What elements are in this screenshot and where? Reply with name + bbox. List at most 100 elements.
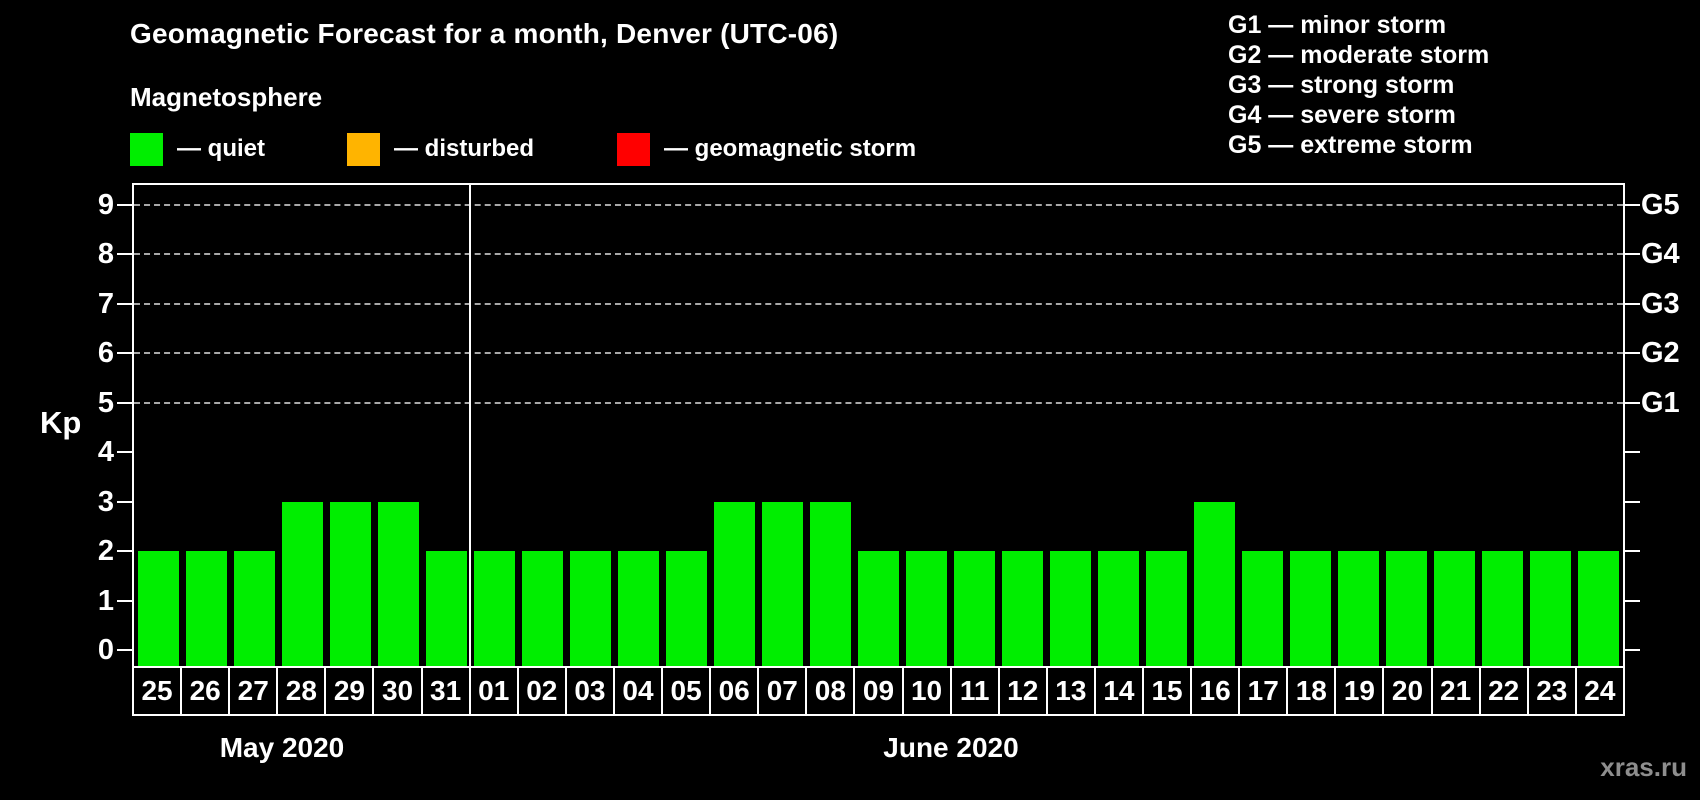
day-axis: 25 26 27 28 29 30 31 01 02 03 04 05 06 07 08 09 10 11 12 13… (132, 666, 1625, 716)
bar-slot-day-12 (999, 185, 1047, 666)
bar-slot-day-01 (470, 185, 518, 666)
y-axis-tick-right-2 (1625, 550, 1640, 553)
kp-bar-day-20 (1386, 551, 1428, 666)
day-label-14: 14 (1096, 668, 1144, 714)
day-label-22: 22 (1481, 668, 1529, 714)
bar-slot-day-22 (1479, 185, 1527, 666)
bar-slot-day-27 (230, 185, 278, 666)
day-label-23: 23 (1529, 668, 1577, 714)
gridline-kp6 (134, 352, 1623, 355)
bar-slot-day-18 (1287, 185, 1335, 666)
storm-scale-legend: G1 — minor storm G2 — moderate storm G3 … (1228, 10, 1489, 160)
day-label-31: 31 (423, 668, 471, 714)
y-axis-title-kp: Kp (40, 405, 82, 440)
gridline-kp7 (134, 302, 1623, 305)
bar-slot-day-21 (1431, 185, 1479, 666)
month-separator (469, 185, 472, 666)
day-label-03: 03 (567, 668, 615, 714)
day-label-24: 24 (1584, 675, 1616, 706)
bar-slot-day-02 (518, 185, 566, 666)
y-axis-label-5: 5 (97, 386, 114, 419)
day-label-02: 02 (519, 668, 567, 714)
bar-slot-day-14 (1095, 185, 1143, 666)
storm-scale-g2: G2 — moderate storm (1228, 41, 1490, 69)
kp-bar-day-27 (233, 551, 275, 666)
bar-slot-day-26 (182, 185, 230, 666)
geomagnetic-storm-color-swatch (617, 132, 650, 166)
bar-slot-day-17 (1239, 185, 1287, 666)
kp-bar-day-02 (521, 551, 563, 666)
bar-slot-day-08 (806, 185, 854, 666)
bar-slot-day-11 (951, 185, 999, 666)
watermark-xras-ru: xras.ru (1600, 752, 1687, 782)
kp-bar-day-15 (1146, 551, 1188, 666)
y-axis-tick-left-9 (117, 204, 132, 206)
day-label-18: 18 (1288, 668, 1337, 714)
day-label-17: 17 (1240, 668, 1289, 714)
month-label-june: June 2020 (883, 732, 1019, 763)
y-axis-tick-right-3 (1625, 500, 1640, 503)
y-axis-tick-left-1 (117, 599, 132, 602)
bar-slot-day-25 (134, 185, 182, 666)
kp-bar-day-22 (1482, 551, 1524, 666)
kp-bar-day-14 (1098, 551, 1140, 666)
kp-bar-day-29 (329, 501, 371, 666)
y-axis-label-0: 0 (97, 634, 114, 666)
kp-bar-day-24 (1578, 551, 1620, 666)
y-axis-tick-right-1 (1625, 599, 1640, 602)
kp-bar-day-25 (137, 551, 179, 666)
right-axis-label-g1: G1 (1641, 386, 1680, 419)
kp-bar-day-21 (1434, 551, 1476, 666)
kp-bar-day-04 (617, 551, 659, 666)
storm-scale-g3: G3 — strong storm (1228, 71, 1455, 99)
legend-label: — disturbed (394, 135, 535, 162)
legend-item-geomagnetic-storm: — geomagnetic storm (617, 131, 916, 167)
kp-bar-day-12 (1002, 551, 1044, 666)
right-axis-label-g3: G3 (1641, 287, 1680, 320)
kp-bar-day-11 (954, 551, 996, 666)
day-label-04: 04 (615, 668, 664, 714)
y-axis-tick-right-6 (1625, 352, 1640, 355)
gridline-kp8 (134, 253, 1623, 256)
day-label-07: 07 (759, 668, 808, 714)
y-axis-tick-right-7 (1625, 302, 1640, 305)
y-axis-tick-left-5 (117, 401, 132, 404)
bar-slot-day-30 (374, 185, 422, 666)
day-label-30: 30 (374, 668, 423, 714)
day-label-09: 09 (855, 668, 904, 714)
y-axis-tick-right-0 (1625, 649, 1640, 651)
day-label-15: 15 (1144, 668, 1193, 714)
kp-bar-day-28 (281, 501, 323, 666)
bar-slot-day-06 (710, 185, 758, 666)
day-label-13: 13 (1048, 668, 1096, 714)
kp-bar-day-06 (713, 501, 755, 666)
day-label-21: 21 (1433, 668, 1481, 714)
bar-slot-day-04 (614, 185, 662, 666)
kp-bar-day-19 (1338, 551, 1380, 666)
bar-slot-day-15 (1143, 185, 1191, 666)
bars-container (134, 185, 1623, 666)
bar-slot-day-03 (566, 185, 614, 666)
storm-scale-g4: G4 — severe storm (1228, 101, 1456, 129)
day-label-20: 20 (1384, 668, 1433, 714)
y-axis-label-7: 7 (97, 287, 114, 320)
day-label-08: 08 (807, 668, 856, 714)
quiet-color-swatch (130, 132, 163, 166)
kp-bar-day-30 (377, 501, 419, 666)
plot-area: 0 1 2 3 4 5 G1 6 G2 7 G3 8 G4 9 G5 (98, 183, 1680, 668)
kp-bar-day-03 (569, 551, 611, 666)
chart-title: Geomagnetic Forecast for a month, Denver… (130, 18, 839, 49)
bar-slot-day-20 (1383, 185, 1431, 666)
y-axis-label-3: 3 (97, 485, 114, 518)
bar-slot-day-09 (854, 185, 902, 666)
y-axis-tick-left-0 (117, 649, 132, 651)
day-label-26: 26 (182, 668, 231, 714)
day-label-05: 05 (663, 668, 712, 714)
bar-slot-day-31 (422, 185, 470, 666)
kp-bar-day-01 (473, 551, 515, 666)
kp-bar-day-13 (1050, 551, 1092, 666)
kp-bar-day-18 (1290, 551, 1332, 666)
y-axis-label-1: 1 (97, 584, 114, 617)
y-axis-label-8: 8 (97, 238, 114, 271)
